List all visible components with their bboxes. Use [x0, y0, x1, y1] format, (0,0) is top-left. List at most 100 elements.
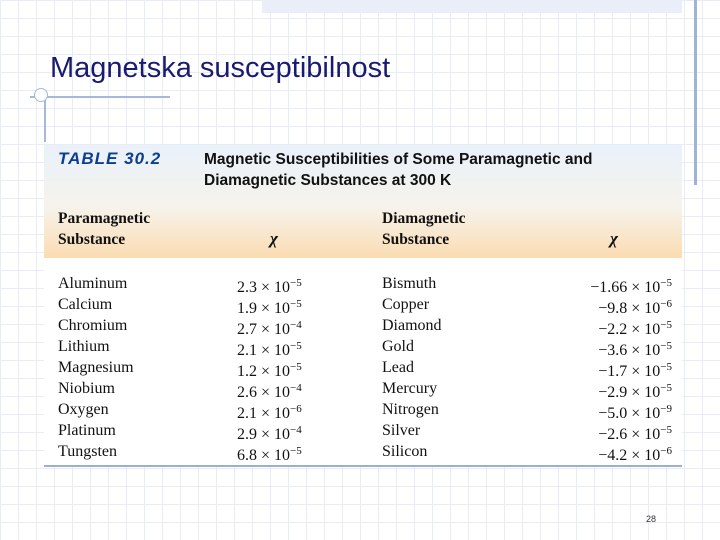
table-header: TABLE 30.2 Magnetic Susceptibilities of …: [44, 145, 682, 258]
diamagnetic-chi-value: −2.9 × 10−5: [598, 382, 672, 401]
chi-mantissa: −2.9: [598, 384, 628, 401]
chi-mantissa: 1.2: [237, 363, 257, 380]
chi-mantissa: −9.8: [598, 300, 628, 317]
diamagnetic-header-line1: Diamagnetic: [382, 210, 466, 227]
chi-exponent: −4: [290, 382, 302, 394]
diamagnetic-header-line2: Substance: [382, 231, 450, 248]
title-underline-decor: [30, 96, 170, 98]
diamagnetic-substance-header: Diamagnetic Substance: [382, 208, 466, 250]
chi-exponent: −5: [660, 319, 672, 331]
paramagnetic-substance: Chromium: [58, 317, 128, 334]
paramagnetic-chi-header: χ: [270, 229, 278, 248]
chi-exponent: −4: [290, 424, 302, 436]
paramagnetic-chi-value: 2.6 × 10−4: [237, 382, 302, 401]
chi-exponent: −5: [290, 445, 302, 457]
diamagnetic-substance: Mercury: [382, 380, 438, 397]
title-vertical-decor: [44, 96, 46, 142]
diamagnetic-substance: Diamond: [382, 317, 442, 334]
chi-exponent: −5: [290, 298, 302, 310]
paramagnetic-substance: Lithium: [58, 338, 110, 355]
paramagnetic-header-line1: Paramagnetic: [58, 210, 151, 227]
table-label: TABLE 30.2: [58, 149, 162, 168]
paramagnetic-chi-value: 2.1 × 10−5: [237, 340, 302, 359]
table-row: Platinum 2.9 × 10−4 Silver −2.6 × 10−5: [44, 420, 682, 443]
diamagnetic-substance: Lead: [382, 359, 414, 376]
chi-mantissa: −1.66: [590, 279, 628, 296]
diamagnetic-substance: Nitrogen: [382, 401, 439, 418]
diamagnetic-substance: Silicon: [382, 443, 428, 460]
chi-mantissa: −1.7: [598, 363, 628, 380]
diamagnetic-substance: Copper: [382, 296, 430, 313]
paramagnetic-substance: Niobium: [58, 380, 115, 397]
paramagnetic-substance: Tungsten: [58, 443, 117, 460]
diamagnetic-chi-value: −3.6 × 10−5: [598, 340, 672, 359]
paramagnetic-substance-header: Paramagnetic Substance: [58, 208, 150, 250]
diamagnetic-chi-value: −5.0 × 10−9: [598, 403, 672, 422]
susceptibility-table: TABLE 30.2 Magnetic Susceptibilities of …: [44, 145, 682, 467]
diamagnetic-substance: Silver: [382, 422, 421, 439]
slide-title: Magnetska susceptibilnost: [50, 52, 391, 84]
chi-mantissa: 1.9: [237, 300, 257, 317]
chi-exponent: −6: [660, 298, 672, 310]
paramagnetic-chi-value: 2.7 × 10−4: [237, 319, 302, 338]
right-decor-bar: [694, 0, 697, 185]
chi-mantissa: 6.8: [237, 447, 257, 464]
chi-mantissa: −3.6: [598, 342, 628, 359]
chi-mantissa: 2.1: [237, 342, 257, 359]
chi-mantissa: 2.6: [237, 384, 257, 401]
top-decor-band: [262, 0, 682, 13]
table-row: Tungsten 6.8 × 10−5 Silicon −4.2 × 10−6: [44, 441, 682, 464]
diamagnetic-chi-value: −1.66 × 10−5: [590, 277, 672, 296]
chi-exponent: −6: [660, 445, 672, 457]
chi-exponent: −9: [660, 403, 672, 415]
chi-exponent: −5: [660, 277, 672, 289]
table-row: Magnesium 1.2 × 10−5 Lead −1.7 × 10−5: [44, 357, 682, 380]
paramagnetic-chi-value: 2.9 × 10−4: [237, 424, 302, 443]
table-row: Chromium 2.7 × 10−4 Diamond −2.2 × 10−5: [44, 315, 682, 338]
table-caption: Magnetic Susceptibilities of Some Parama…: [204, 151, 593, 189]
chi-exponent: −4: [290, 319, 302, 331]
paramagnetic-header-line2: Substance: [58, 231, 126, 248]
diamagnetic-chi-value: −2.6 × 10−5: [598, 424, 672, 443]
chi-mantissa: 2.9: [237, 426, 257, 443]
table-row: Oxygen 2.1 × 10−6 Nitrogen −5.0 × 10−9: [44, 399, 682, 422]
chi-exponent: −5: [290, 277, 302, 289]
diamagnetic-chi-value: −1.7 × 10−5: [598, 361, 672, 380]
chi-mantissa: −2.2: [598, 321, 628, 338]
paramagnetic-substance: Aluminum: [58, 275, 128, 292]
table-row: Niobium 2.6 × 10−4 Mercury −2.9 × 10−5: [44, 378, 682, 401]
diamagnetic-substance: Bismuth: [382, 275, 437, 292]
chi-mantissa: 2.1: [237, 405, 257, 422]
chi-exponent: −6: [290, 403, 302, 415]
chi-exponent: −5: [290, 361, 302, 373]
table-row: Lithium 2.1 × 10−5 Gold −3.6 × 10−5: [44, 336, 682, 359]
table-row: Calcium 1.9 × 10−5 Copper −9.8 × 10−6: [44, 294, 682, 317]
paramagnetic-substance: Platinum: [58, 422, 116, 439]
diamagnetic-substance: Gold: [382, 338, 414, 355]
paramagnetic-chi-value: 2.1 × 10−6: [237, 403, 302, 422]
diamagnetic-chi-header: χ: [610, 229, 618, 248]
paramagnetic-substance: Oxygen: [58, 401, 109, 418]
paramagnetic-chi-value: 1.9 × 10−5: [237, 298, 302, 317]
diamagnetic-chi-value: −9.8 × 10−6: [598, 298, 672, 317]
chi-exponent: −5: [660, 340, 672, 352]
chi-mantissa: −5.0: [598, 405, 628, 422]
chi-mantissa: −2.6: [598, 426, 628, 443]
table-body: Aluminum 2.3 × 10−5 Bismuth −1.66 × 10−5 Cal…: [44, 273, 682, 464]
chi-exponent: −5: [660, 424, 672, 436]
paramagnetic-chi-value: 6.8 × 10−5: [237, 445, 302, 464]
paramagnetic-substance: Calcium: [58, 296, 113, 313]
chi-exponent: −5: [660, 382, 672, 394]
paramagnetic-chi-value: 1.2 × 10−5: [237, 361, 302, 380]
paramagnetic-chi-value: 2.3 × 10−5: [237, 277, 302, 296]
chi-exponent: −5: [660, 361, 672, 373]
chi-exponent: −5: [290, 340, 302, 352]
chi-mantissa: 2.7: [237, 321, 257, 338]
chi-mantissa: 2.3: [237, 279, 257, 296]
diamagnetic-chi-value: −2.2 × 10−5: [598, 319, 672, 338]
page-number: 28: [646, 514, 657, 524]
circle-decor-icon: [34, 88, 48, 102]
chi-mantissa: −4.2: [598, 447, 628, 464]
diamagnetic-chi-value: −4.2 × 10−6: [598, 445, 672, 464]
table-row: Aluminum 2.3 × 10−5 Bismuth −1.66 × 10−5: [44, 273, 682, 296]
